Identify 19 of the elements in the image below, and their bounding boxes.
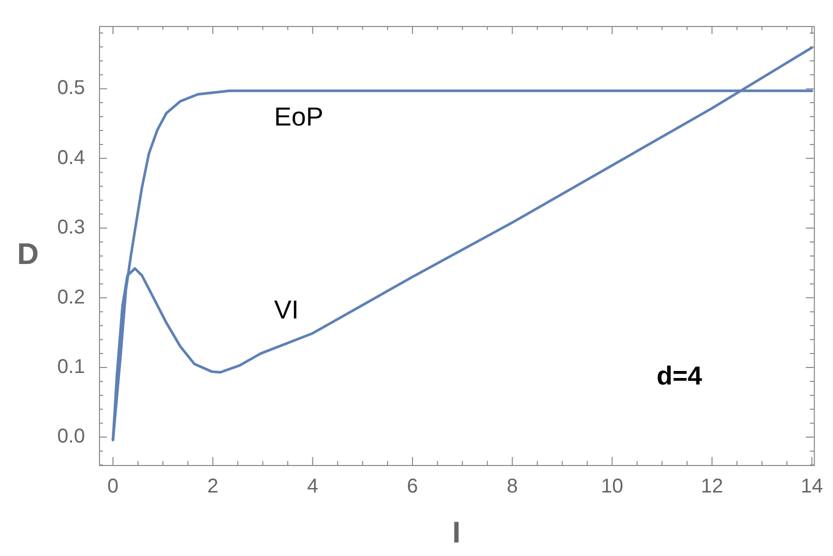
y-tick-label: 0.1 (57, 356, 85, 378)
series-label: VI (274, 294, 299, 325)
y-tick-label: 0.3 (57, 216, 85, 239)
y-tick-label: 0.2 (57, 286, 85, 308)
x-tick-label: 6 (406, 476, 418, 498)
x-tick-label: 14 (800, 476, 823, 498)
y-axis-title: D (17, 238, 39, 272)
x-axis-title: I (452, 516, 461, 550)
y-tick-label: 0.5 (57, 77, 85, 100)
x-tick-label: 0 (107, 476, 119, 498)
x-tick-label: 8 (506, 476, 518, 498)
annotation: d=4 (656, 360, 703, 390)
x-tick-label: 12 (700, 476, 724, 498)
x-tick-label: 10 (601, 476, 624, 498)
x-tick-label: 4 (307, 476, 318, 498)
x-tick-label: 2 (207, 476, 218, 498)
series-label: EoP (274, 101, 324, 132)
y-tick-label: 0.4 (57, 146, 85, 169)
y-tick-label: 0.0 (57, 426, 85, 448)
